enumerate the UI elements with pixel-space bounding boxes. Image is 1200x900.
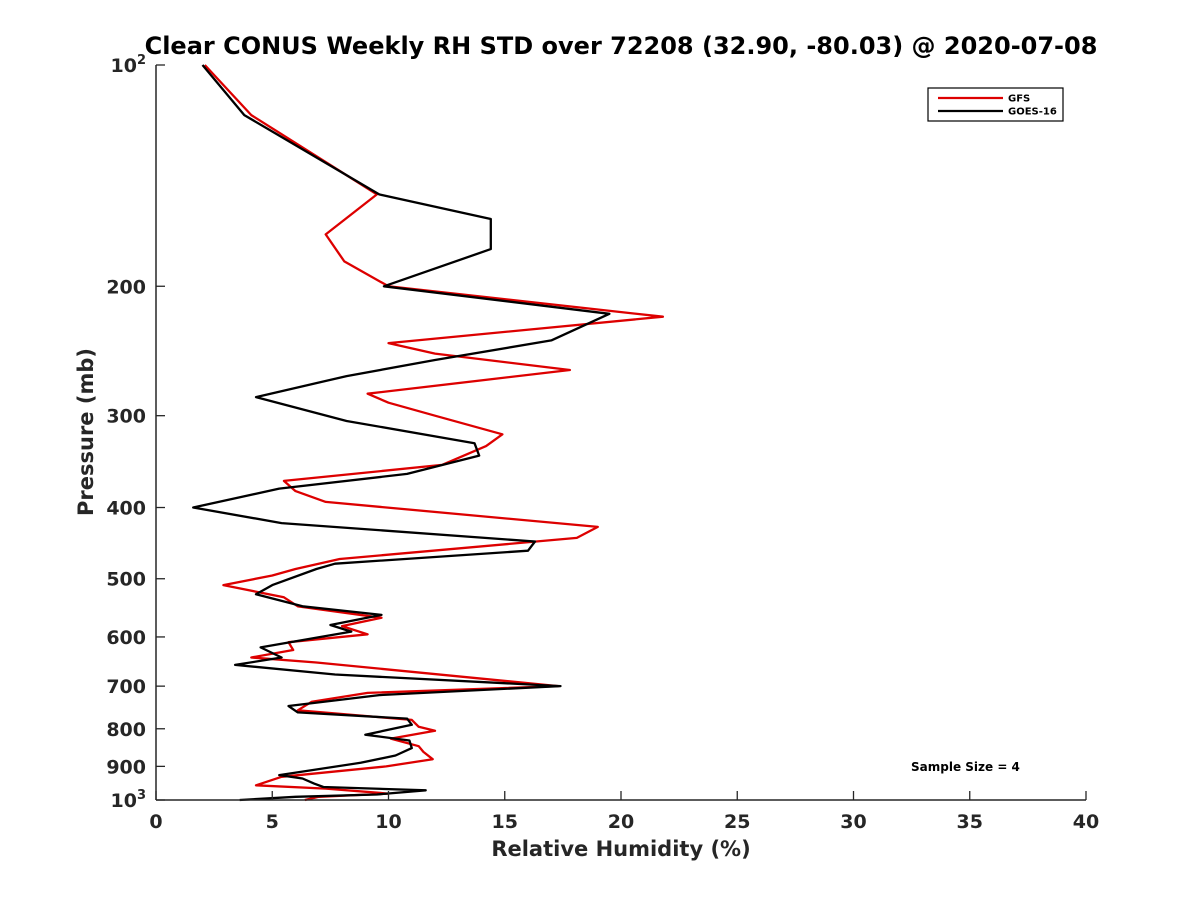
y-tick-label: 800	[106, 719, 146, 741]
x-axis-label: Relative Humidity (%)	[491, 837, 750, 861]
y-tick-label: 500	[106, 569, 146, 591]
x-ticks-layer: 0 5 10 15 20 25 30 35 40	[149, 791, 1099, 833]
x-tick-label: 20	[608, 811, 634, 833]
y-ticks-layer: 102 200 300 400 500 600 700 800 900 103	[106, 53, 165, 812]
y-tick-label: 600	[106, 627, 146, 649]
legend: GFS GOES-16	[927, 87, 1064, 122]
y-tick-label: 102	[111, 53, 147, 77]
sample-size-annotation: Sample Size = 4	[911, 760, 1020, 774]
x-tick-label: 35	[957, 811, 983, 833]
x-tick-label: 10	[375, 811, 401, 833]
x-tick-label: 25	[724, 811, 750, 833]
x-tick-label: 0	[149, 811, 162, 833]
y-tick-label: 200	[106, 276, 146, 298]
series-line-goes16	[192, 64, 611, 802]
x-tick-label: 15	[492, 811, 518, 833]
y-tick-label: 300	[106, 406, 146, 428]
y-tick-label: 900	[106, 756, 146, 778]
series-layer	[192, 64, 665, 802]
x-tick-label: 5	[266, 811, 279, 833]
series-line-gfs	[203, 64, 665, 802]
legend-box	[927, 87, 1064, 122]
x-tick-label: 30	[840, 811, 866, 833]
legend-label-goes16: GOES-16	[1008, 107, 1057, 118]
y-tick-label: 700	[106, 676, 146, 698]
chart-title: Clear CONUS Weekly RH STD over 72208 (32…	[145, 32, 1098, 60]
y-tick-label: 400	[106, 498, 146, 520]
y-axis-label: Pressure (mb)	[74, 348, 98, 516]
x-tick-label: 40	[1073, 811, 1099, 833]
y-tick-label: 103	[111, 788, 147, 812]
legend-label-gfs: GFS	[1008, 94, 1030, 105]
